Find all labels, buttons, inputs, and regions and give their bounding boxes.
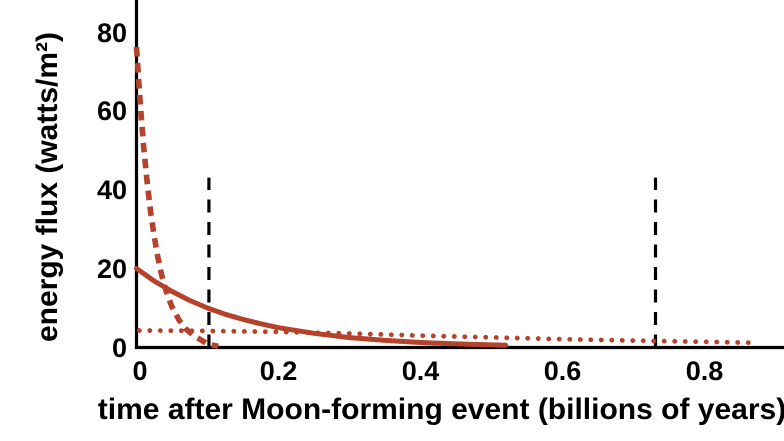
vertical-marker-lines xyxy=(207,177,658,348)
series-slow-decay-solid-path xyxy=(134,266,509,348)
x-axis-title: time after Moon-forming event (billions … xyxy=(98,393,784,426)
x-tick-label-0_6: 0.6 xyxy=(544,356,582,386)
y-tick-label-40: 40 xyxy=(97,175,127,205)
y-tick-label-60: 60 xyxy=(97,96,127,126)
x-tick-label-0_8: 0.8 xyxy=(686,356,724,386)
axes xyxy=(134,0,784,350)
y-axis-title: energy flux (watts/m²) xyxy=(31,32,64,342)
series-fast-decay-dashed-path xyxy=(133,46,219,350)
x-tick-labels: 0 0.2 0.4 0.6 0.8 xyxy=(132,356,723,386)
series-low-flat-dotted-path xyxy=(136,328,761,346)
y-tick-label-0: 0 xyxy=(112,333,127,363)
data-series xyxy=(133,46,761,350)
y-tick-label-80: 80 xyxy=(97,18,127,48)
x-tick-label-0: 0 xyxy=(132,356,147,386)
y-tick-label-20: 20 xyxy=(97,254,127,284)
y-tick-labels: 0 20 40 60 80 xyxy=(97,18,127,363)
x-tick-label-0_2: 0.2 xyxy=(260,356,298,386)
x-tick-label-0_4: 0.4 xyxy=(402,356,440,386)
